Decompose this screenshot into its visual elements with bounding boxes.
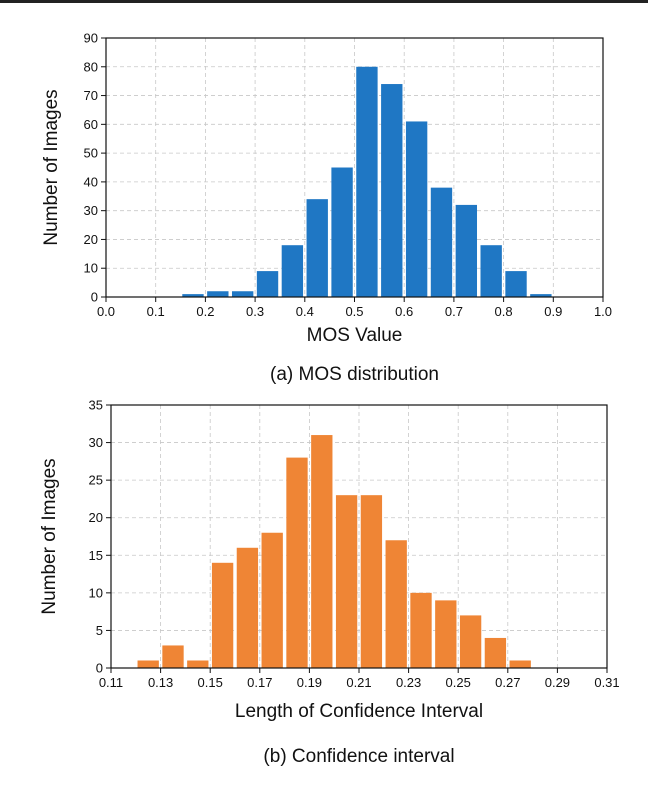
chart-mos-distribution: 0.0 0.1 0.2 0.3 0.4 0.5 0.6 0.7 0.8 0.9 1.0 0 10 20 3… <box>41 31 612 386</box>
bar <box>211 562 234 668</box>
x-tick-label: 0.27 <box>495 675 520 690</box>
y-tick-label: 30 <box>89 435 103 450</box>
bar <box>430 187 453 297</box>
x-tick-label: 0.6 <box>395 304 413 319</box>
x-tick-label: 0.9 <box>544 304 562 319</box>
x-tick-label: 0.5 <box>345 304 363 319</box>
y-tick-label: 15 <box>89 548 103 563</box>
x-tick-label: 0.1 <box>147 304 165 319</box>
y-tick-label: 70 <box>84 88 98 103</box>
bar <box>530 294 552 297</box>
x-tick-label: 0.23 <box>396 675 421 690</box>
x-tick-label: 0.29 <box>545 675 570 690</box>
x-tick-label: 0.31 <box>594 675 619 690</box>
bar <box>162 645 184 668</box>
bar <box>360 495 383 668</box>
bar <box>484 637 507 668</box>
x-tick-label: 0.2 <box>196 304 214 319</box>
bar <box>306 199 328 297</box>
bar <box>137 660 159 668</box>
y-axis-label: Number of Images <box>39 458 60 614</box>
bar <box>381 84 403 298</box>
x-tick-label: 0.15 <box>198 675 223 690</box>
x-ticks: 0.0 0.1 0.2 0.3 0.4 0.5 0.6 0.7 0.8 0.9 1.0 <box>97 297 612 319</box>
y-tick-label: 60 <box>84 117 98 132</box>
y-tick-label: 50 <box>84 146 98 161</box>
plot-frame <box>110 404 608 669</box>
bar <box>385 540 407 668</box>
bar <box>459 615 482 668</box>
x-tick-label: 0.13 <box>148 675 173 690</box>
x-tick-label: 0.17 <box>247 675 272 690</box>
bar <box>405 121 428 297</box>
y-tick-label: 10 <box>84 261 98 276</box>
y-axis-label: Number of Images <box>41 89 62 245</box>
bars <box>137 435 531 668</box>
y-tick-label: 25 <box>89 473 103 488</box>
grid-lines <box>105 37 604 298</box>
x-tick-label: 0.21 <box>346 675 371 690</box>
bar <box>410 592 432 668</box>
top-rule <box>0 0 648 3</box>
x-tick-label: 0.11 <box>99 675 123 690</box>
bar <box>505 271 527 297</box>
x-axis-label: Length of Confidence Interval <box>235 701 483 722</box>
x-ticks: 0.11 0.13 0.15 0.17 0.19 0.21 0.23 0.25 0.27 0.29… <box>99 668 620 690</box>
y-tick-label: 90 <box>84 31 98 46</box>
bar <box>480 245 502 297</box>
bar <box>182 294 204 297</box>
caption: (b) Confidence interval <box>263 746 454 767</box>
y-tick-label: 20 <box>84 232 98 247</box>
chart-confidence-interval: 0.11 0.13 0.15 0.17 0.19 0.21 0.23 0.25 0.27 0.29… <box>39 398 620 768</box>
caption: (a) MOS distribution <box>270 364 439 385</box>
bar <box>435 600 457 668</box>
bar <box>509 660 531 668</box>
y-tick-label: 0 <box>96 661 103 676</box>
y-tick-label: 5 <box>96 623 103 638</box>
y-tick-label: 80 <box>84 59 98 74</box>
bar <box>207 291 229 297</box>
bar <box>455 204 478 297</box>
bars <box>182 66 552 298</box>
x-tick-label: 0.19 <box>297 675 322 690</box>
x-tick-label: 0.8 <box>495 304 513 319</box>
x-tick-label: 1.0 <box>594 304 612 319</box>
y-ticks: 0 5 10 15 20 25 30 35 <box>89 398 111 676</box>
bar <box>356 66 378 298</box>
x-tick-label: 0.0 <box>97 304 115 319</box>
bar <box>331 167 353 297</box>
x-tick-label: 0.3 <box>246 304 264 319</box>
y-ticks: 0 10 20 30 40 50 60 70 80 90 <box>84 31 106 305</box>
x-axis-label: MOS Value <box>307 325 403 346</box>
grid-lines <box>110 404 608 669</box>
bar <box>231 291 254 297</box>
y-tick-label: 20 <box>89 510 103 525</box>
bar <box>286 457 308 668</box>
bar <box>281 245 304 297</box>
bar <box>256 271 279 297</box>
bar <box>311 435 333 668</box>
bar <box>236 547 259 668</box>
x-tick-label: 0.4 <box>296 304 314 319</box>
bar <box>187 660 209 668</box>
bar <box>335 495 358 668</box>
bar <box>261 532 283 668</box>
y-tick-label: 40 <box>84 174 98 189</box>
y-tick-label: 10 <box>89 585 103 600</box>
y-tick-label: 0 <box>91 290 98 305</box>
y-tick-label: 35 <box>89 398 103 413</box>
x-tick-label: 0.7 <box>445 304 463 319</box>
x-tick-label: 0.25 <box>446 675 471 690</box>
y-tick-label: 30 <box>84 203 98 218</box>
